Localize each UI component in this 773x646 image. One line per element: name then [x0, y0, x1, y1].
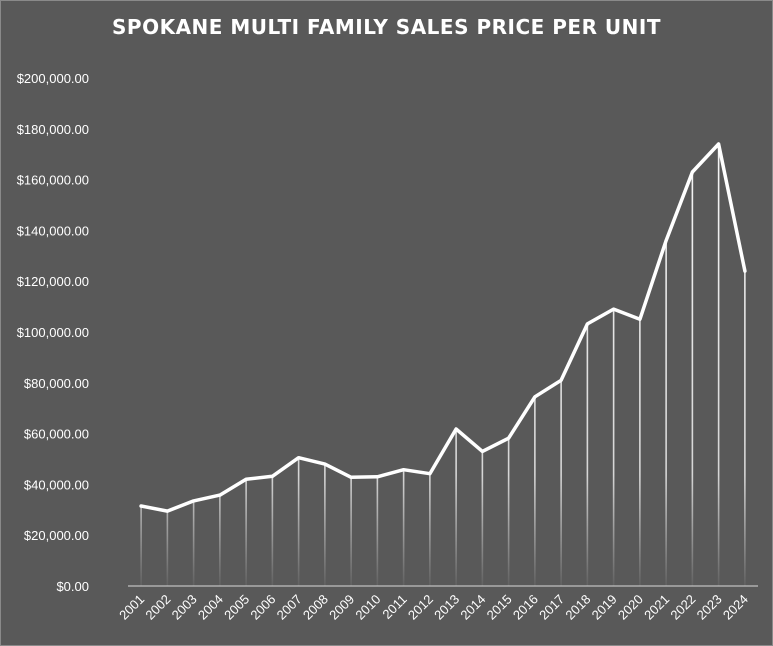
x-tick-label: 2022	[667, 592, 698, 623]
x-tick-label: 2009	[326, 592, 357, 623]
x-tick-label: 2003	[169, 592, 200, 623]
y-tick-label: $140,000.00	[17, 223, 89, 238]
y-tick-label: $200,000.00	[17, 71, 89, 86]
x-tick-label: 2006	[247, 592, 278, 623]
y-tick-label: $80,000.00	[24, 376, 89, 391]
x-tick-label: 2014	[457, 592, 488, 623]
drop-lines	[140, 144, 746, 586]
x-tick-label: 2002	[142, 592, 173, 623]
x-tick-label: 2005	[221, 592, 252, 623]
x-tick-label: 2016	[510, 592, 541, 623]
x-tick-label: 2004	[195, 592, 226, 623]
y-axis-ticks: $0.00 $20,000.00 $40,000.00 $60,000.00 $80,0…	[17, 71, 89, 594]
y-tick-label: $40,000.00	[24, 477, 89, 492]
x-tick-label: 2019	[589, 592, 620, 623]
x-tick-label: 2007	[274, 592, 305, 623]
x-tick-label: 2023	[694, 592, 725, 623]
y-tick-label: $100,000.00	[17, 325, 89, 340]
y-tick-label: $180,000.00	[17, 122, 89, 137]
x-tick-label: 2012	[405, 592, 436, 623]
x-tick-label: 2001	[116, 592, 147, 623]
x-axis-ticks: 2001200220032004200520062007200820092010…	[116, 592, 751, 623]
x-tick-label: 2015	[484, 592, 515, 623]
x-tick-label: 2010	[352, 592, 383, 623]
x-tick-label: 2017	[536, 592, 567, 623]
x-tick-label: 2013	[431, 592, 462, 623]
chart-title: SPOKANE MULTI FAMILY SALES PRICE PER UNI…	[112, 15, 661, 39]
y-tick-label: $0.00	[56, 579, 89, 594]
x-tick-label: 2018	[562, 592, 593, 623]
y-tick-label: $60,000.00	[24, 427, 89, 442]
x-tick-label: 2008	[300, 592, 331, 623]
x-tick-label: 2020	[615, 592, 646, 623]
y-tick-label: $160,000.00	[17, 173, 89, 188]
y-tick-label: $20,000.00	[24, 528, 89, 543]
y-tick-label: $120,000.00	[17, 274, 89, 289]
x-tick-label: 2024	[720, 592, 751, 623]
x-tick-label: 2021	[641, 592, 672, 623]
series-line	[139, 142, 747, 513]
x-tick-label: 2011	[379, 592, 409, 622]
